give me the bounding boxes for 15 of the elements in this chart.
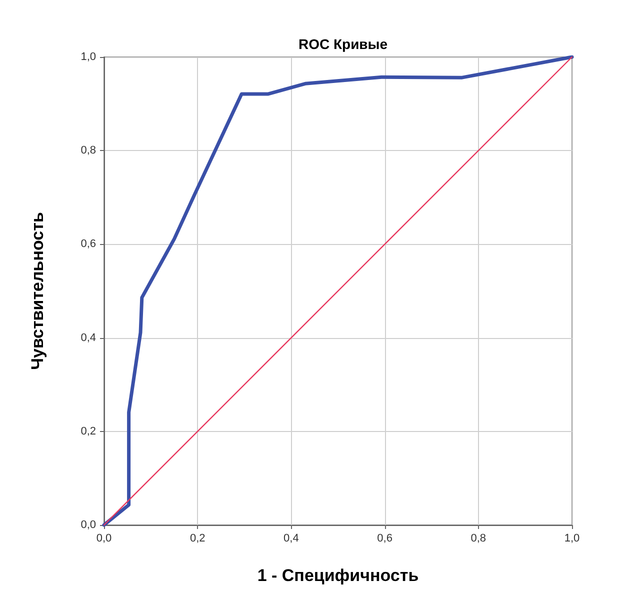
x-tick-label: 0,0 bbox=[96, 532, 112, 544]
x-tick-label: 1,0 bbox=[564, 532, 580, 544]
x-tick-label: 0,4 bbox=[284, 532, 299, 544]
y-tick-label: 0,6 bbox=[80, 238, 96, 250]
x-tick-label: 0,2 bbox=[190, 532, 206, 544]
y-tick-label: 0,8 bbox=[80, 144, 96, 157]
chart-title: ROC Кривые bbox=[298, 36, 388, 52]
x-axis-title: 1 - Специфичность bbox=[257, 566, 419, 585]
y-tick-label: 1,0 bbox=[80, 51, 96, 63]
x-tick-label: 0,8 bbox=[470, 532, 486, 544]
x-tick-label: 0,6 bbox=[377, 532, 392, 544]
y-tick-label: 0,0 bbox=[80, 519, 96, 531]
y-tick-label: 0,2 bbox=[80, 425, 96, 438]
y-axis-title: Чувствительность bbox=[28, 212, 47, 370]
y-tick-label: 0,4 bbox=[80, 332, 96, 344]
